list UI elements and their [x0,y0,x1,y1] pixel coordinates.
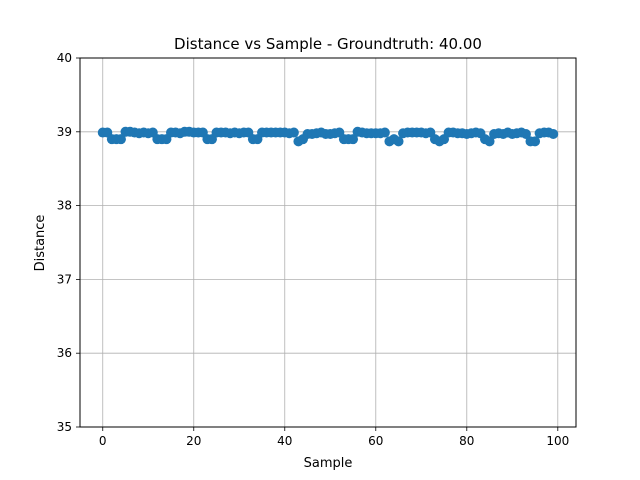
x-axis-label: Sample [304,456,353,471]
x-tick-label: 20 [186,434,201,448]
data-point [393,136,404,147]
x-tick-label: 40 [277,434,292,448]
data-point [520,129,531,140]
data-point [348,134,359,145]
data-point [548,129,559,140]
y-tick-label: 40 [57,51,72,65]
y-axis-label: Distance [33,215,48,272]
data-point [379,127,390,138]
y-tick-label: 38 [57,199,72,213]
x-tick-label: 80 [459,434,474,448]
data-point [115,134,126,145]
data-point [288,127,299,138]
x-tick-label: 0 [99,434,107,448]
x-tick-label: 60 [368,434,383,448]
plot-frame [79,57,577,428]
y-tick-label: 37 [57,272,72,286]
y-axis-ticks: 35 36 37 38 39 40 [57,51,80,434]
y-tick-label: 39 [57,125,72,139]
y-tick-label: 36 [57,346,72,360]
x-axis-ticks: 0 20 40 60 80 100 [99,427,569,448]
y-tick-label: 35 [57,420,72,434]
chart-title: Distance vs Sample - Groundtruth: 40.00 [174,35,482,53]
data-point [530,136,541,147]
x-tick-label: 100 [546,434,569,448]
data-points [97,126,559,147]
plot-area [80,58,576,427]
data-point [484,136,495,147]
